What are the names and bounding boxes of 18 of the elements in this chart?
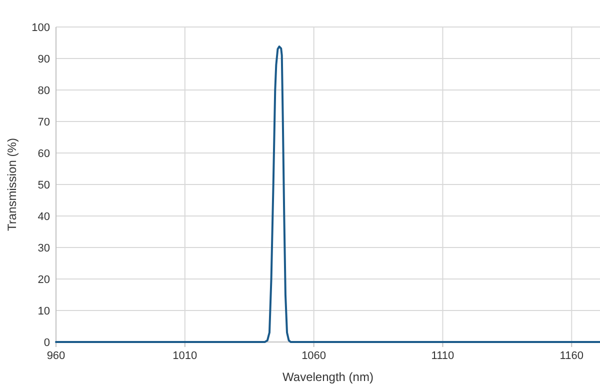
y-tick-label: 30 (38, 242, 50, 254)
y-tick-label: 70 (38, 116, 50, 128)
y-tick-label: 90 (38, 54, 50, 66)
x-tick-label: 960 (46, 350, 66, 362)
y-tick-label: 60 (38, 148, 50, 160)
y-tick-label: 40 (38, 211, 50, 223)
x-tick-label: 1010 (172, 350, 198, 362)
y-tick-label: 10 (38, 306, 50, 318)
y-tick-label: 100 (32, 22, 50, 34)
y-tick-label: 50 (38, 180, 50, 192)
y-tick-label: 0 (44, 337, 50, 349)
x-axis-title: Wavelength (nm) (282, 370, 374, 384)
y-axis-title: Transmission (%) (5, 138, 19, 231)
y-tick-label: 20 (38, 274, 50, 286)
x-tick-label: 1110 (431, 350, 454, 362)
x-tick-label: 1060 (302, 350, 326, 362)
y-tick-label: 80 (38, 85, 50, 97)
x-tick-label: 1160 (560, 350, 584, 362)
